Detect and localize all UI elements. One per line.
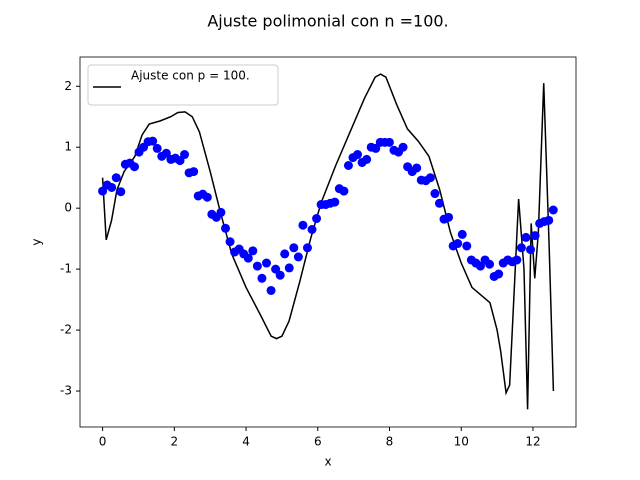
data-point: [202, 192, 212, 202]
data-point: [339, 186, 349, 196]
data-point: [312, 214, 322, 224]
data-point: [362, 154, 372, 164]
data-point: [243, 253, 253, 263]
chart-title: Ajuste polimonial con n =100.: [207, 12, 448, 31]
data-point: [485, 259, 495, 269]
data-point: [530, 231, 540, 241]
data-point: [462, 241, 472, 251]
data-point: [298, 220, 308, 230]
data-point: [516, 243, 526, 253]
data-point: [261, 258, 271, 268]
data-point: [111, 173, 121, 183]
data-point: [353, 150, 363, 160]
y-axis-label: y: [30, 238, 44, 245]
data-point: [280, 249, 290, 259]
data-point: [398, 142, 408, 152]
y-tick-label: -3: [60, 384, 72, 398]
data-point: [412, 163, 422, 173]
x-tick-label: 0: [99, 435, 107, 449]
data-point: [343, 161, 353, 171]
data-point: [152, 143, 162, 153]
data-point: [457, 229, 467, 239]
data-point: [494, 269, 504, 279]
x-axis-label: x: [324, 455, 331, 469]
plot-frame: [79, 56, 577, 428]
data-point: [512, 255, 522, 265]
y-tick-label: -2: [60, 323, 72, 337]
x-tick-label: 8: [386, 435, 394, 449]
y-tick-label: 0: [64, 201, 72, 215]
data-point: [257, 273, 267, 283]
data-point: [425, 173, 435, 183]
data-point: [148, 136, 158, 146]
data-point: [293, 252, 303, 262]
data-point: [116, 187, 126, 197]
data-point: [307, 225, 317, 235]
y-tick-label: 2: [64, 79, 72, 93]
data-point: [248, 246, 258, 256]
data-point: [434, 198, 444, 208]
fit-line: [101, 73, 555, 410]
legend-box: [87, 64, 279, 106]
x-tick-label: 6: [314, 435, 322, 449]
legend-label: Ajuste con p = 100.: [131, 69, 250, 83]
data-point: [302, 243, 312, 253]
data-point: [526, 245, 536, 255]
data-point: [221, 223, 231, 233]
data-point: [330, 197, 340, 207]
x-tick-label: 2: [171, 435, 179, 449]
x-tick-label: 4: [242, 435, 250, 449]
data-point: [453, 239, 463, 249]
y-tick-label: 1: [64, 140, 72, 154]
data-point: [180, 150, 190, 160]
data-point: [107, 182, 117, 192]
data-point: [430, 189, 440, 199]
data-point: [275, 270, 285, 280]
data-point: [129, 162, 139, 172]
data-point: [189, 167, 199, 177]
data-point: [252, 261, 262, 271]
data-point: [444, 212, 454, 222]
data-point: [289, 243, 299, 253]
data-point: [284, 263, 294, 273]
data-point: [384, 137, 394, 147]
data-point: [225, 237, 235, 247]
y-tick-label: -1: [60, 262, 72, 276]
data-point: [266, 285, 276, 295]
data-point: [544, 215, 554, 225]
data-point: [548, 205, 558, 215]
x-tick-label: 10: [454, 435, 469, 449]
data-point: [216, 207, 226, 217]
x-tick-label: 12: [525, 435, 540, 449]
data-point: [521, 232, 531, 242]
